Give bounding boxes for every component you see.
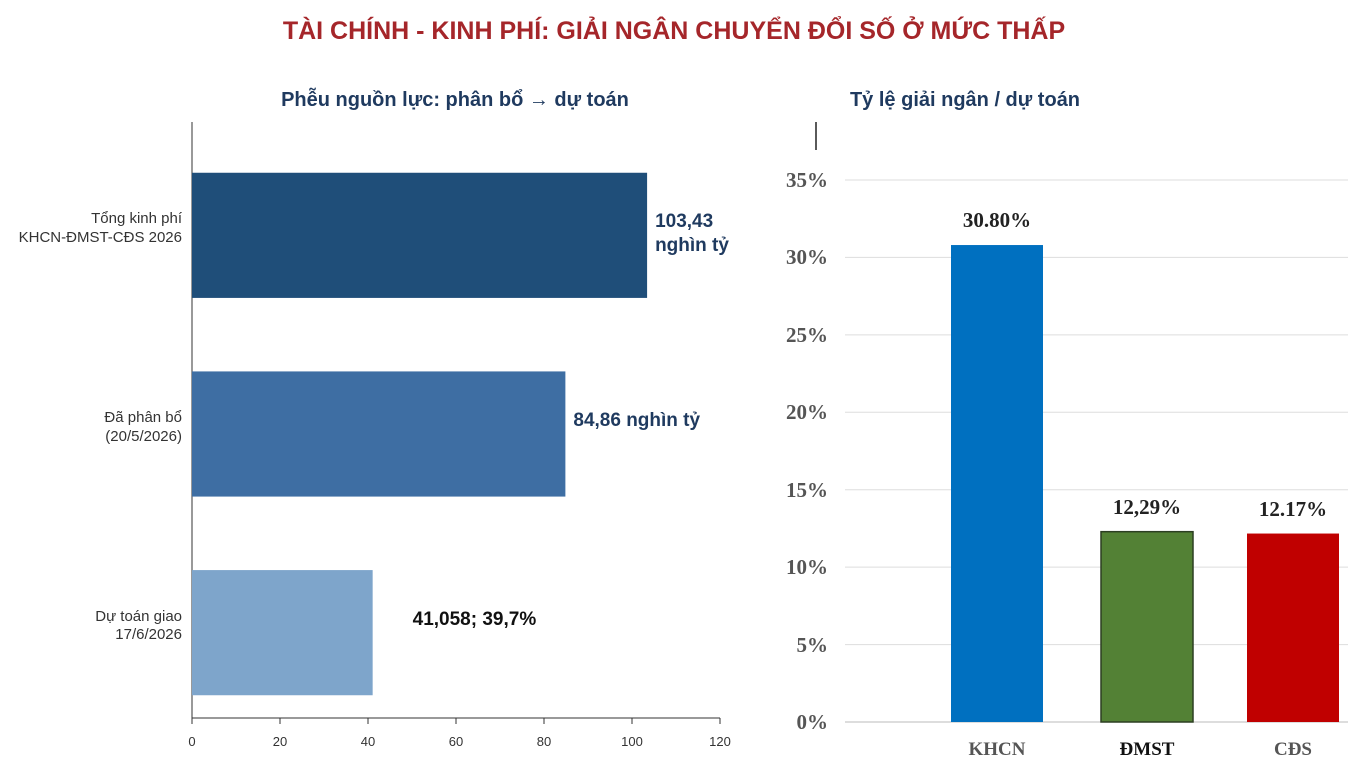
- y-tick-label: Đã phân bổ (20/5/2026): [104, 409, 182, 445]
- value-label: 12.17%: [1258, 496, 1328, 521]
- bar: [1100, 530, 1194, 723]
- value-label: 84,86 nghìn tỷ: [573, 410, 701, 431]
- x-tick-label: KHCN: [968, 739, 1026, 760]
- y-tick-label: 30%: [786, 245, 828, 270]
- x-tick-label: ĐMST: [1119, 739, 1175, 760]
- y-tick-label: 25%: [786, 322, 828, 347]
- bar: [192, 570, 373, 696]
- value-label: 103,43 nghìn tỷ: [655, 211, 729, 257]
- y-tick-label: 10%: [786, 555, 828, 580]
- value-label: 41,058; 39,7%: [412, 608, 537, 630]
- page-title: TÀI CHÍNH - KINH PHÍ: GIẢI NGÂN CHUYỂN Đ…: [282, 17, 1066, 45]
- x-tick-label: 20: [272, 734, 288, 749]
- bar: [1247, 533, 1339, 722]
- y-tick-label: Tổng kinh phí KHCN-ĐMST-CĐS 2026: [18, 210, 182, 247]
- y-tick-label: Dự toán giao 17/6/2026: [95, 607, 182, 644]
- bar: [951, 245, 1043, 723]
- y-tick-label: 35%: [786, 168, 828, 192]
- bar: [192, 172, 648, 298]
- y-tick-label: 5%: [796, 632, 829, 657]
- y-tick-label: 15%: [786, 477, 828, 502]
- y-tick-label: 20%: [786, 400, 828, 425]
- chart-title: Phễu nguồn lực: phân bổ → dự toán: [281, 89, 629, 111]
- value-label: 30.80%: [962, 208, 1032, 233]
- bar: [192, 371, 566, 497]
- x-tick-label: CĐS: [1273, 739, 1312, 760]
- x-tick-label: 0: [188, 734, 196, 749]
- x-tick-label: 60: [448, 734, 464, 749]
- x-tick-label: 80: [536, 734, 552, 749]
- x-tick-label: 100: [621, 734, 643, 749]
- x-tick-label: 120: [709, 734, 731, 749]
- value-label: 12,29%: [1112, 494, 1182, 519]
- x-tick-label: 40: [360, 734, 376, 749]
- y-tick-label: 0%: [796, 710, 829, 734]
- chart-title: Tỷ lệ giải ngân / dự toán: [849, 89, 1081, 111]
